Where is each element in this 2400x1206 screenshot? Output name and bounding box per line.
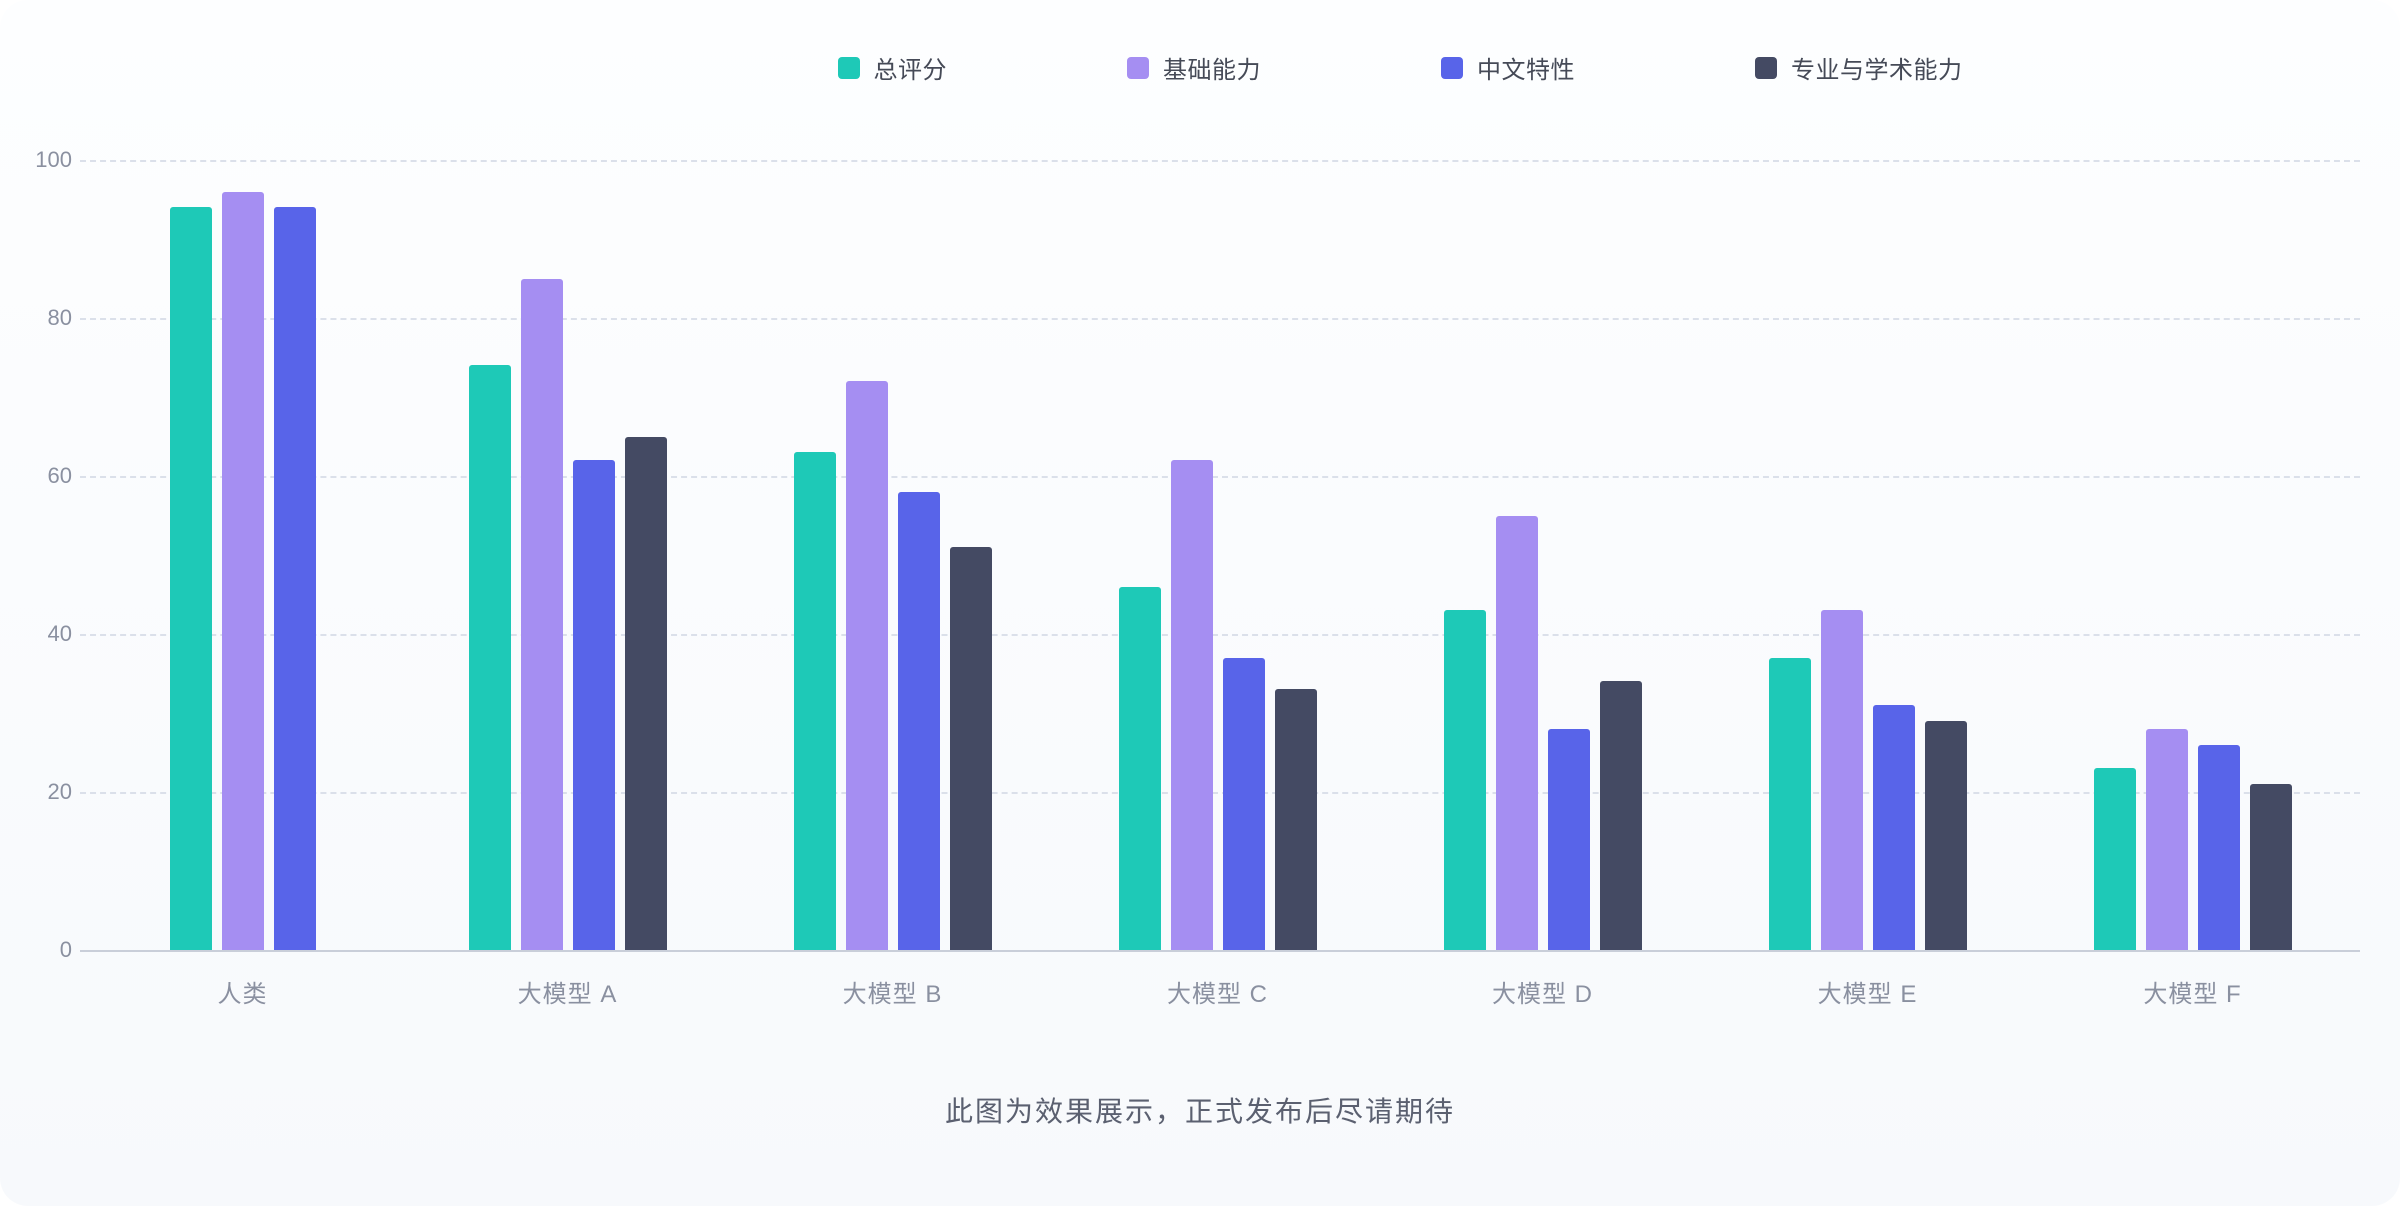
bar-academic[interactable] — [625, 437, 667, 951]
bar-chinese[interactable] — [898, 492, 940, 950]
bar-total[interactable] — [1769, 658, 1811, 950]
bar-academic[interactable] — [2250, 784, 2292, 950]
x-tick-label: 大模型 F — [2143, 974, 2241, 1009]
bar-total[interactable] — [794, 452, 836, 950]
bar-basic[interactable] — [846, 381, 888, 950]
gridline — [80, 318, 2360, 320]
legend: 总评分 基础能力 中文特性 专业与学术能力 — [0, 50, 2400, 85]
bar-total[interactable] — [2094, 768, 2136, 950]
y-tick-label: 40 — [24, 621, 72, 647]
bar-chinese[interactable] — [2198, 745, 2240, 950]
bar-basic[interactable] — [521, 279, 563, 951]
bar-academic[interactable] — [1600, 681, 1642, 950]
bar-academic[interactable] — [950, 547, 992, 950]
legend-swatch-icon — [838, 57, 860, 79]
bar-academic[interactable] — [1925, 721, 1967, 950]
y-tick-label: 100 — [24, 147, 72, 173]
legend-item-academic[interactable]: 专业与学术能力 — [1755, 50, 1963, 85]
gridline — [80, 634, 2360, 636]
legend-swatch-icon — [1755, 57, 1777, 79]
x-tick-label: 大模型 E — [1818, 974, 1918, 1009]
legend-swatch-icon — [1441, 57, 1463, 79]
x-axis-line — [80, 950, 2360, 952]
bar-academic[interactable] — [1275, 689, 1317, 950]
legend-item-total[interactable]: 总评分 — [838, 50, 948, 85]
bar-total[interactable] — [1119, 587, 1161, 950]
legend-swatch-icon — [1127, 57, 1149, 79]
legend-label: 中文特性 — [1477, 50, 1575, 85]
bar-total[interactable] — [1444, 610, 1486, 950]
gridline — [80, 792, 2360, 794]
bar-basic[interactable] — [1496, 516, 1538, 951]
gridline — [80, 160, 2360, 162]
x-tick-label: 大模型 B — [843, 974, 943, 1009]
bar-chinese[interactable] — [573, 460, 615, 950]
y-tick-label: 20 — [24, 779, 72, 805]
bar-chinese[interactable] — [1873, 705, 1915, 950]
legend-label: 总评分 — [874, 50, 948, 85]
bar-basic[interactable] — [2146, 729, 2188, 950]
bar-basic[interactable] — [1171, 460, 1213, 950]
bar-chinese[interactable] — [274, 207, 316, 950]
bar-chinese[interactable] — [1223, 658, 1265, 950]
x-tick-label: 大模型 C — [1167, 974, 1268, 1009]
bar-basic[interactable] — [1821, 610, 1863, 950]
y-tick-label: 80 — [24, 305, 72, 331]
chart-caption: 此图为效果展示，正式发布后尽请期待 — [0, 1090, 2400, 1130]
legend-item-basic[interactable]: 基础能力 — [1127, 50, 1261, 85]
x-tick-label: 大模型 A — [518, 974, 618, 1009]
legend-label: 基础能力 — [1163, 50, 1261, 85]
x-tick-label: 人类 — [218, 974, 268, 1009]
bar-basic[interactable] — [222, 192, 264, 950]
gridline — [80, 476, 2360, 478]
legend-item-chinese[interactable]: 中文特性 — [1441, 50, 1575, 85]
legend-label: 专业与学术能力 — [1791, 50, 1963, 85]
x-tick-label: 大模型 D — [1492, 974, 1593, 1009]
bar-total[interactable] — [469, 365, 511, 950]
bar-total[interactable] — [170, 207, 212, 950]
bar-chinese[interactable] — [1548, 729, 1590, 950]
plot-area: 020406080100人类大模型 A大模型 B大模型 C大模型 D大模型 E大… — [80, 160, 2360, 950]
chart-card: 总评分基础能力中文特性专业与学术能力 020406080100人类大模型 A大模… — [0, 0, 2400, 1206]
y-tick-label: 0 — [24, 937, 72, 963]
y-tick-label: 60 — [24, 463, 72, 489]
